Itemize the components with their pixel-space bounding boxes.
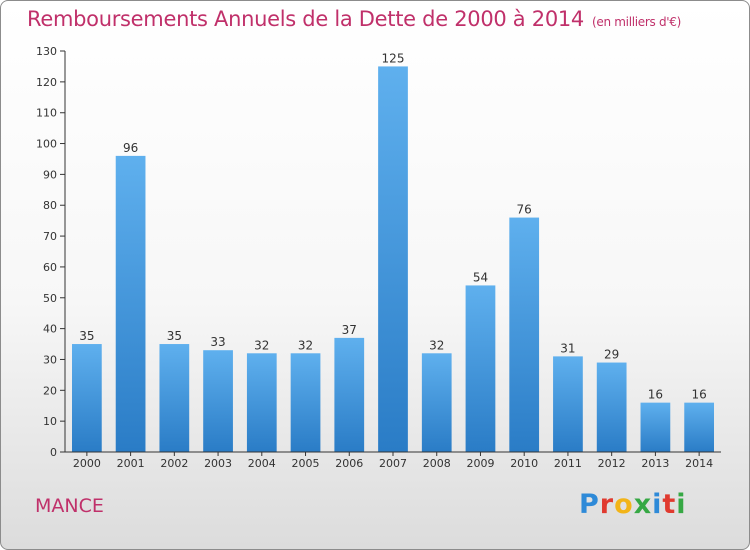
logo-letter: x — [633, 489, 653, 520]
bar-2010 — [509, 217, 540, 452]
y-tick-label: 20 — [43, 384, 57, 397]
y-tick-label: 10 — [43, 415, 57, 428]
y-tick-label: 30 — [43, 353, 57, 366]
data-label-2010: 76 — [517, 203, 532, 217]
bar-2012 — [596, 362, 627, 452]
bar-2002 — [159, 344, 190, 452]
y-tick-label: 60 — [43, 261, 57, 274]
y-tick-label: 50 — [43, 292, 57, 305]
x-tick-label-2007: 2007 — [379, 457, 407, 470]
bar-2006 — [334, 337, 365, 452]
logo-letter: o — [614, 489, 634, 520]
x-tick-label-2006: 2006 — [335, 457, 363, 470]
y-tick-label: 120 — [36, 76, 57, 89]
bar-2013 — [640, 402, 671, 452]
x-tick-label-2005: 2005 — [292, 457, 320, 470]
x-tick-label-2003: 2003 — [204, 457, 232, 470]
data-label-2013: 16 — [648, 388, 663, 402]
data-label-2007: 125 — [382, 51, 405, 65]
x-tick-label-2010: 2010 — [510, 457, 538, 470]
commune-name: MANCE — [35, 495, 104, 517]
data-label-2011: 31 — [560, 341, 575, 355]
y-tick-label: 80 — [43, 199, 57, 212]
x-tick-label-2002: 2002 — [160, 457, 188, 470]
data-label-2001: 96 — [123, 141, 138, 155]
logo-letter: i — [676, 489, 687, 520]
bar-2008 — [421, 353, 452, 452]
bar-2005 — [290, 353, 321, 452]
y-tick-label: 70 — [43, 230, 57, 243]
bar-2009 — [465, 285, 496, 452]
bar-2003 — [203, 350, 233, 452]
logo-letter: P — [579, 489, 600, 520]
bar-2001 — [115, 155, 146, 452]
data-label-2014: 16 — [691, 388, 706, 402]
logo-letter: i — [652, 489, 663, 520]
bar-2000 — [71, 344, 102, 452]
y-tick-label: 0 — [50, 446, 57, 459]
data-label-2009: 54 — [473, 270, 488, 284]
x-tick-label-2004: 2004 — [248, 457, 276, 470]
y-tick-label: 110 — [36, 107, 57, 120]
x-tick-label-2000: 2000 — [73, 457, 101, 470]
data-label-2000: 35 — [79, 329, 94, 343]
chart-title: Remboursements Annuels de la Dette de 20… — [27, 7, 681, 31]
data-label-2003: 33 — [210, 335, 225, 349]
chart-subtitle: (en milliers d'€) — [592, 15, 682, 29]
data-label-2002: 35 — [167, 329, 182, 343]
x-tick-label-2014: 2014 — [685, 457, 713, 470]
proxiti-logo: Proxiti — [579, 489, 687, 520]
data-label-2008: 32 — [429, 338, 444, 352]
y-tick-label: 90 — [43, 168, 57, 181]
x-tick-label-2001: 2001 — [117, 457, 145, 470]
logo-letter: r — [599, 489, 615, 520]
bar-2011 — [553, 356, 583, 452]
chart-title-text: Remboursements Annuels de la Dette de 20… — [27, 7, 584, 31]
bar-2004 — [246, 353, 277, 452]
bar-2007 — [378, 66, 408, 452]
x-tick-label-2013: 2013 — [641, 457, 669, 470]
x-tick-label-2012: 2012 — [598, 457, 626, 470]
data-label-2004: 32 — [254, 338, 269, 352]
logo-letter: t — [662, 489, 677, 520]
y-tick-label: 40 — [43, 323, 57, 336]
data-label-2012: 29 — [604, 348, 619, 362]
x-tick-label-2009: 2009 — [466, 457, 494, 470]
y-tick-label: 130 — [36, 45, 57, 58]
data-label-2006: 37 — [342, 323, 357, 337]
x-tick-label-2011: 2011 — [554, 457, 582, 470]
x-tick-label-2008: 2008 — [423, 457, 451, 470]
data-label-2005: 32 — [298, 338, 313, 352]
y-tick-label: 100 — [36, 138, 57, 151]
bar-2014 — [684, 402, 715, 452]
